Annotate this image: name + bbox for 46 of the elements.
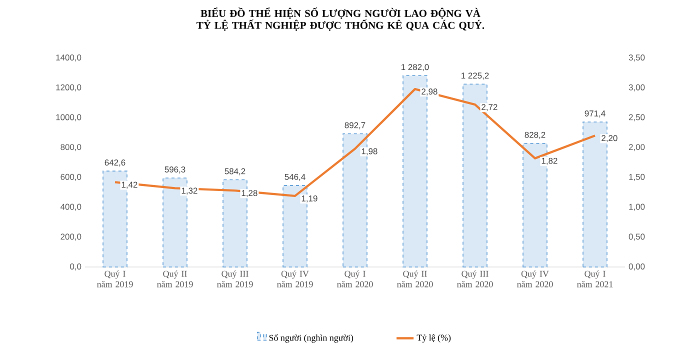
data-label: 1,19 <box>302 195 318 202</box>
y2-tick-label: 3,50 <box>628 54 645 62</box>
data-label: 1 225,2 <box>462 72 489 80</box>
y-tick-label: 0,0 <box>70 264 82 270</box>
x-tick-label: Quý I năm 2020 <box>337 270 373 288</box>
data-label: 971,4 <box>584 110 606 118</box>
data-label: 1,42 <box>122 182 138 189</box>
y-tick-label: 1200,0 <box>56 84 82 92</box>
data-label: 642,6 <box>104 160 126 167</box>
y2-tick-label: 1,50 <box>629 174 645 181</box>
y2-tick-label: 0,00 <box>628 264 645 270</box>
data-label: 2,72 <box>482 104 498 112</box>
x-tick-label: Quý IV năm 2019 <box>277 270 313 288</box>
data-label: 546,4 <box>284 174 306 181</box>
data-label: 2,98 <box>422 88 438 96</box>
y-tick-label: 1000,0 <box>56 114 82 122</box>
y2-tick-label: 3,00 <box>628 84 645 92</box>
x-tick-label: Quý IV năm 2020 <box>517 270 553 288</box>
x-tick-label: Quý II năm 2020 <box>397 270 433 288</box>
data-label: 2,20 <box>602 135 618 142</box>
data-label: 584,2 <box>224 168 246 176</box>
data-label: 1,32 <box>182 188 198 195</box>
x-tick-label: Quý III năm 2020 <box>457 270 493 288</box>
y2-tick-label: 2,00 <box>628 144 645 152</box>
y-tick-label: 200,0 <box>60 234 82 241</box>
chart-title: BIỂU ĐỒ THỂ HIỆN SỐ LƯỢNG NGƯỜI LAO ĐỘNG VÀ TỶ LỆ THẤT NGHIỆP ĐƯỢC THỐNG KÊ QUA CÁC QUÝ. <box>196 8 484 31</box>
legend-label: Tỷ lệ (%) <box>416 334 451 343</box>
data-label: 1 282,0 <box>402 64 429 72</box>
data-label: 892,7 <box>344 122 366 130</box>
data-label: 1,98 <box>362 148 378 156</box>
data-label: 828,2 <box>524 132 546 139</box>
data-label: 596,3 <box>164 166 186 174</box>
y-tick-label: 600,0 <box>60 174 82 181</box>
y2-tick-label: 2,50 <box>628 114 645 122</box>
y-tick-label: 1400,0 <box>56 54 82 62</box>
x-tick-label: Quý I năm 2021 <box>577 270 613 288</box>
x-tick-label: Quý III năm 2019 <box>217 270 253 288</box>
data-label: 1,28 <box>242 190 258 198</box>
x-tick-label: Quý I năm 2019 <box>97 270 133 288</box>
y-tick-label: 800,0 <box>60 144 82 152</box>
x-tick-label: Quý II năm 2019 <box>157 270 193 288</box>
y2-tick-label: 0,50 <box>628 234 645 241</box>
legend-label: Số người (nghìn người) <box>269 334 354 343</box>
data-label: 1,82 <box>542 158 558 165</box>
y2-tick-label: 1,00 <box>629 204 645 211</box>
y-tick-label: 400,0 <box>60 204 82 211</box>
